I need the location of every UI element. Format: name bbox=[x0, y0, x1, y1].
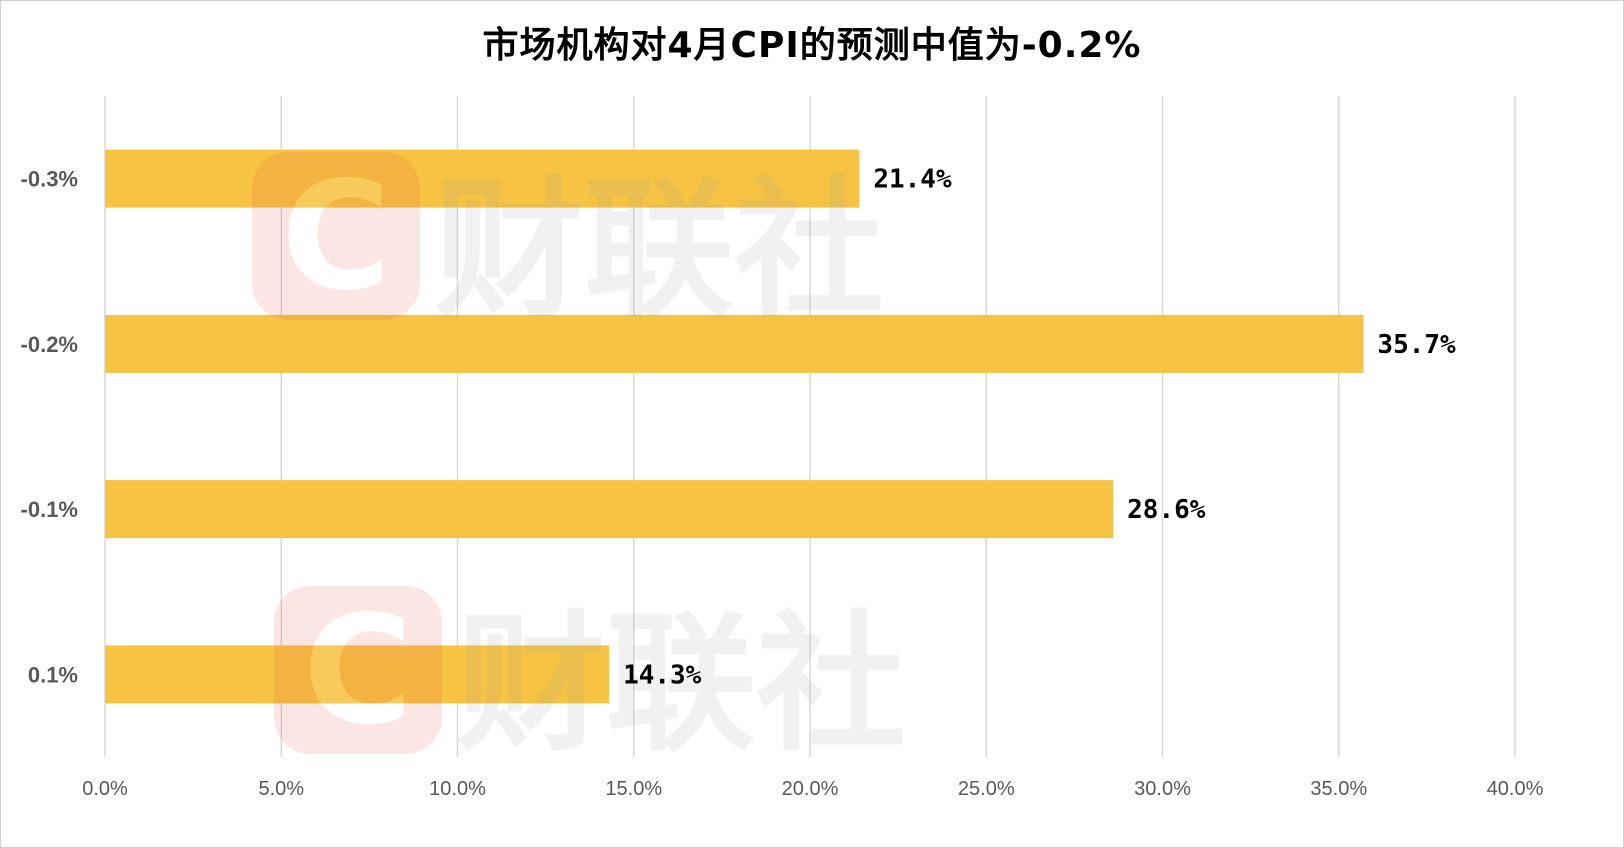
x-tick-label: 0.0% bbox=[82, 778, 128, 800]
watermark-logo-icon bbox=[252, 152, 420, 320]
x-tick-label: 30.0% bbox=[1134, 778, 1191, 800]
data-label: 28.6% bbox=[1127, 495, 1206, 525]
chart-title: 市场机构对4月CPI的预测中值为-0.2% bbox=[482, 25, 1142, 66]
y-category-label: 0.1% bbox=[28, 662, 78, 687]
x-tick-label: 35.0% bbox=[1310, 778, 1367, 800]
watermark-logo-icon bbox=[274, 586, 442, 754]
x-tick-label: 10.0% bbox=[429, 778, 486, 800]
bar bbox=[105, 314, 1364, 373]
bar bbox=[105, 480, 1114, 539]
watermark-text: 财联社 bbox=[434, 164, 884, 338]
x-tick-label: 40.0% bbox=[1487, 778, 1544, 800]
label-layer: -0.3% 21.4% -0.2% 35.7% -0.1% 28.6% 0.1% 14.3% bbox=[21, 165, 1457, 691]
data-label: 35.7% bbox=[1377, 330, 1456, 360]
bar bbox=[105, 149, 860, 208]
watermark-text: 财联社 bbox=[456, 598, 906, 772]
watermark: C 财联社 bbox=[252, 150, 884, 338]
bar-layer bbox=[105, 149, 1364, 704]
x-tick-label: 5.0% bbox=[258, 778, 304, 800]
y-category-label: -0.2% bbox=[21, 332, 78, 357]
data-label: 14.3% bbox=[623, 660, 702, 690]
x-tick-label: 25.0% bbox=[958, 778, 1015, 800]
x-tick-label: 20.0% bbox=[782, 778, 839, 800]
x-tick-label: 15.0% bbox=[605, 778, 662, 800]
y-category-label: -0.1% bbox=[21, 497, 78, 522]
watermark-logo-letter: C bbox=[303, 584, 413, 758]
watermark-logo-letter: C bbox=[281, 150, 391, 324]
data-label: 21.4% bbox=[873, 165, 952, 195]
bar bbox=[105, 645, 610, 704]
y-category-label: -0.3% bbox=[21, 167, 78, 192]
watermark: C 财联社 bbox=[274, 584, 906, 772]
